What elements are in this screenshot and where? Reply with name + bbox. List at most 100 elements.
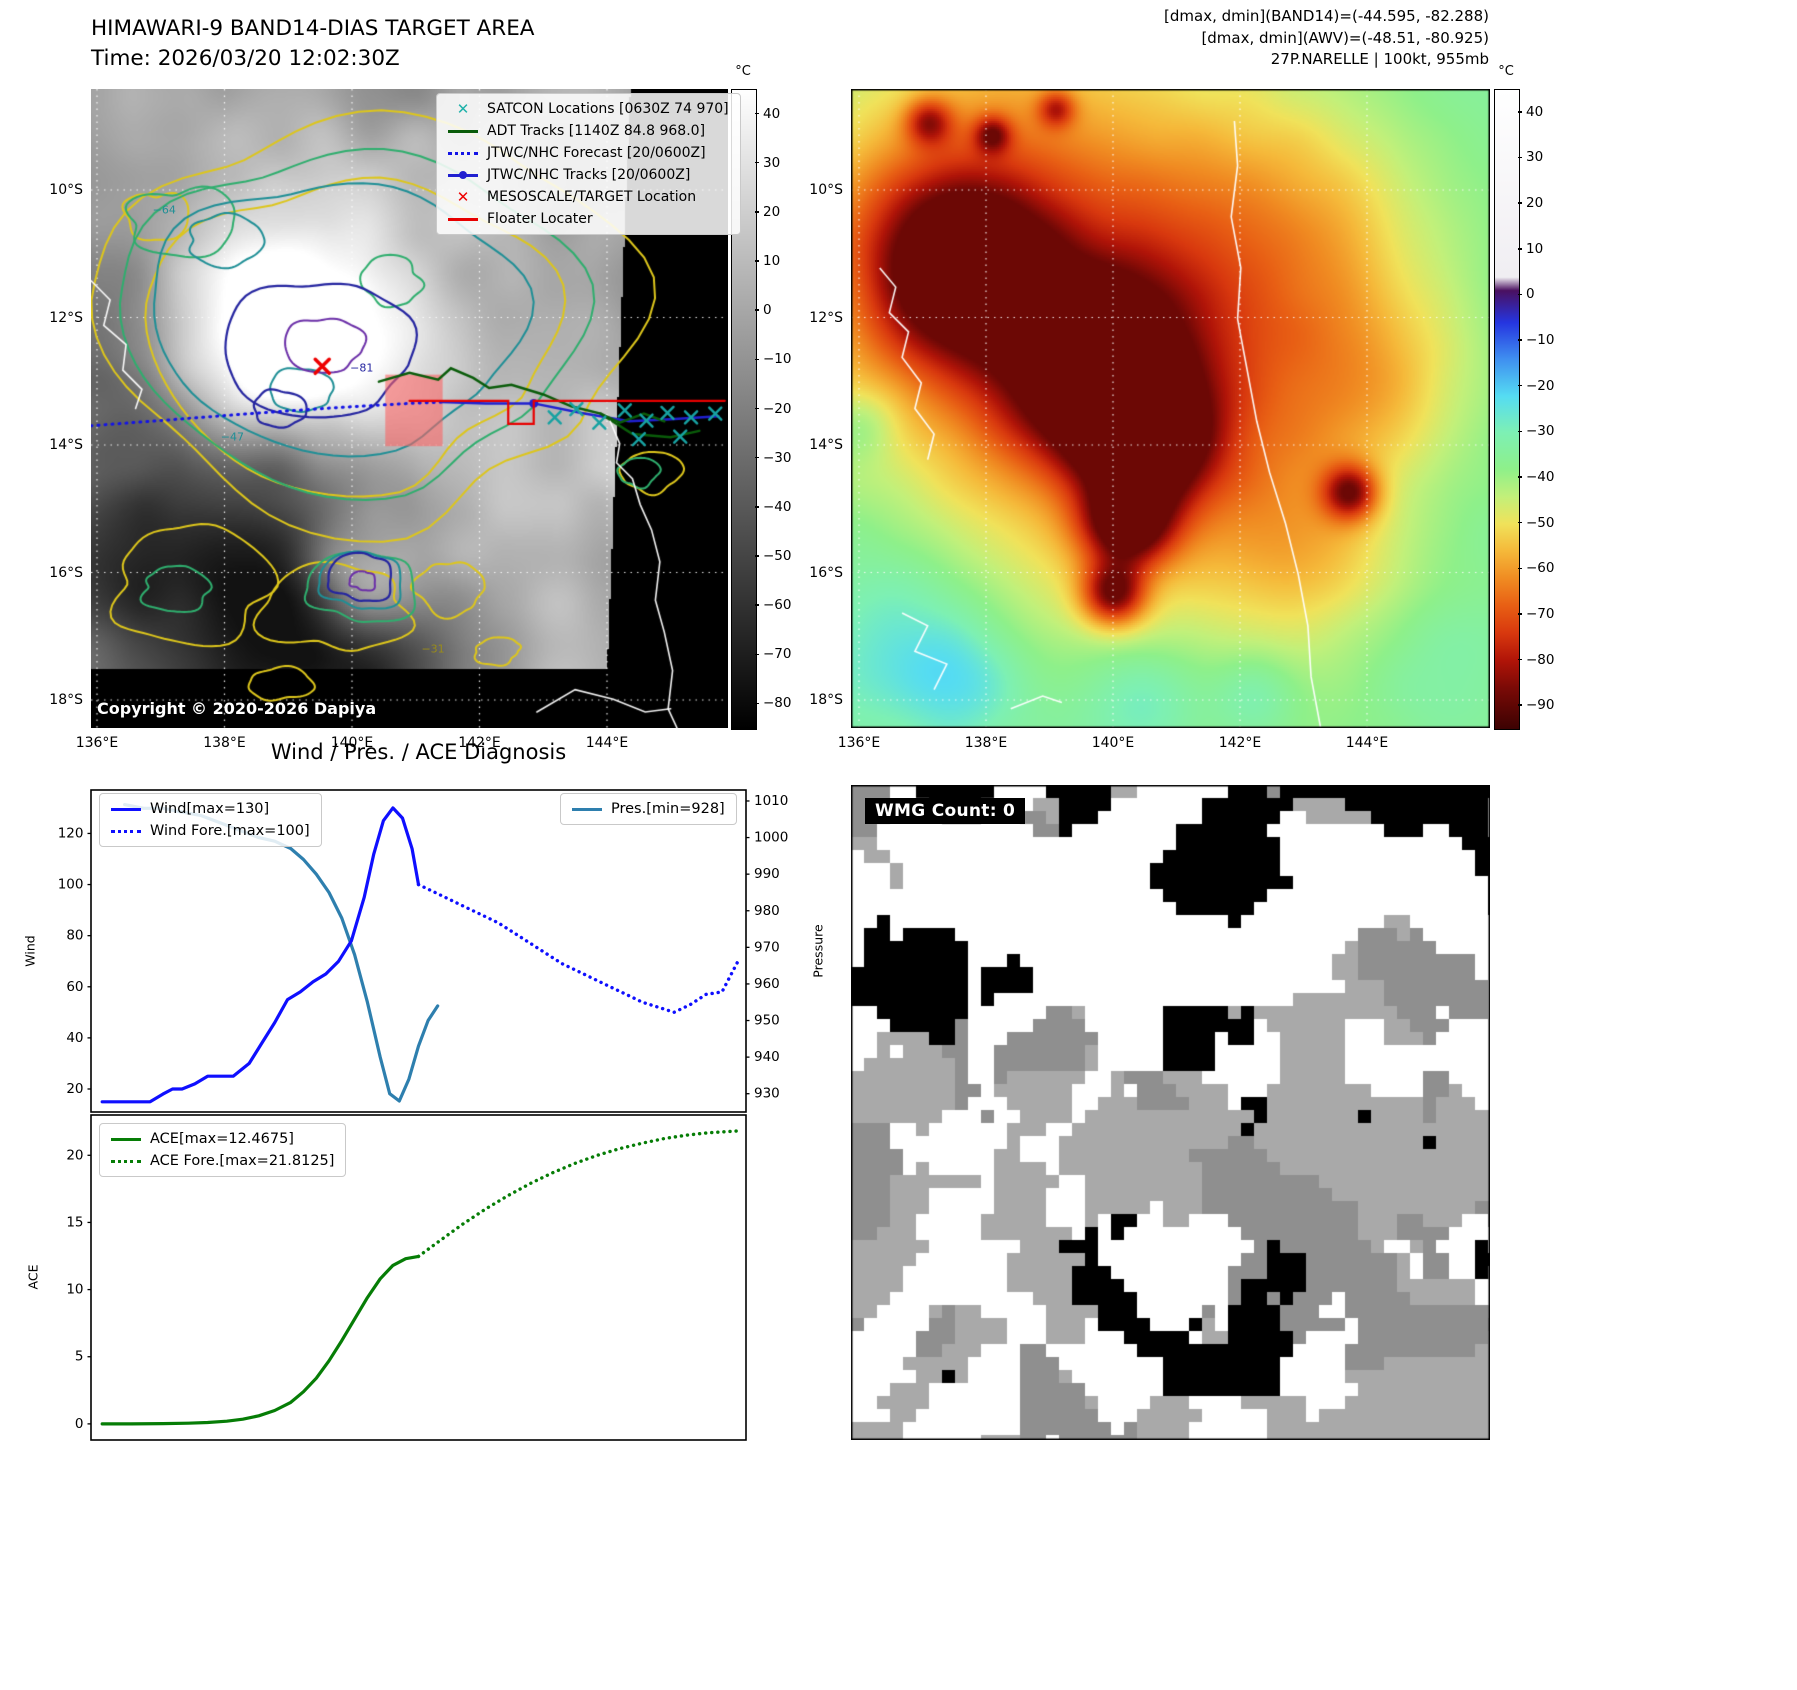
tick-label: 80 (66, 928, 83, 944)
dotted-line-marker-icon (111, 1154, 141, 1168)
tick-mark (755, 407, 759, 410)
tick-label: 30 (763, 154, 781, 171)
tick-mark (755, 211, 759, 213)
line-marker-icon (572, 802, 602, 816)
tick-label: 10 (66, 1282, 83, 1298)
copyright-text: Copyright © 2020-2026 Dapiya (97, 699, 377, 718)
line-marker-icon (448, 124, 478, 138)
legend-item-mesoscale-target: ✕ MESOSCALE/TARGET Location (448, 189, 729, 205)
tick-label: −40 (1526, 468, 1555, 485)
tick-mark (755, 653, 759, 656)
awv-y-axis: 10°S 12°S 14°S 16°S 18°S (760, 89, 847, 728)
tick-label: 142°E (458, 735, 501, 751)
tick-label: 10°S (809, 182, 843, 198)
line-marker-icon (111, 802, 141, 816)
legend-label: MESOSCALE/TARGET Location (487, 189, 697, 205)
awv-map-panel (851, 89, 1490, 728)
tick-label: −20 (1526, 377, 1555, 394)
wmg-panel: WMG Count: 0 (851, 785, 1490, 1440)
wmg-canvas (851, 785, 1490, 1440)
line-dot-marker-icon (448, 168, 478, 182)
x-marker-icon: ✕ (456, 188, 470, 206)
tick-label: 1010 (754, 793, 788, 809)
tick-label: −30 (1526, 423, 1555, 440)
tick-mark (1518, 476, 1522, 478)
tick-label: 14°S (49, 437, 83, 453)
tick-label: −80 (763, 695, 792, 712)
dotted-line-marker-icon (448, 146, 478, 160)
tick-label: 990 (754, 866, 780, 882)
series-line (100, 806, 421, 1104)
tick-mark (755, 161, 759, 164)
tick-label: 10°S (49, 182, 83, 198)
line-marker-icon (111, 1132, 141, 1146)
tick-label: −80 (1526, 651, 1555, 668)
tick-mark (755, 260, 759, 262)
legend-item-jtwc-tracks: JTWC/NHC Tracks [20/0600Z] (448, 167, 729, 183)
legend-item-adt-tracks: ADT Tracks [1140Z 84.8 968.0] (448, 123, 729, 139)
page-title: HIMAWARI-9 BAND14-DIAS TARGET AREA (91, 16, 535, 41)
tick-mark (1518, 111, 1522, 113)
wind-axis-label: Wind (22, 935, 38, 967)
tick-label: 950 (754, 1013, 780, 1029)
tick-mark (1518, 567, 1522, 569)
tick-label: 140°E (330, 735, 374, 751)
legend-label: ACE[max=12.4675] (150, 1131, 294, 1147)
legend-item-pressure: Pres.[min=928] (572, 801, 725, 817)
tick-mark (755, 358, 759, 361)
legend-label: Floater Locater (487, 211, 593, 227)
tick-label: −20 (763, 400, 792, 417)
tick-label: 20 (763, 203, 781, 220)
tick-label: −40 (763, 498, 792, 515)
annotation-band14-range: [dmax, dmin](BAND14)=(-44.595, -82.288) (1164, 7, 1489, 25)
series-forecast-line (416, 882, 740, 1015)
tick-label: 60 (66, 979, 83, 995)
tick-label: −60 (763, 597, 792, 614)
tick-label: 0 (763, 302, 772, 319)
tick-mark (755, 309, 759, 311)
tick-label: 40 (66, 1030, 83, 1046)
contour-label: −47 (220, 430, 245, 444)
dotted-line-marker-icon (111, 824, 141, 838)
series-forecast-line (416, 1129, 740, 1259)
legend-item-ace-forecast: ACE Fore.[max=21.8125] (111, 1153, 334, 1169)
tick-mark (1518, 384, 1522, 387)
tick-label: 970 (754, 939, 780, 955)
tick-label: 30 (1526, 149, 1544, 166)
annotation-awv-range: [dmax, dmin](AWV)=(-48.51, -80.925) (1201, 28, 1489, 47)
tick-mark (755, 112, 759, 115)
tick-label: 120 (58, 825, 84, 841)
diagnosis-charts: 20 40 60 80 100 120 930 940 950 960 970 980 990 1000 1… (0, 780, 850, 1460)
legend-label: Pres.[min=928] (611, 801, 725, 817)
tick-label: −50 (763, 547, 792, 564)
legend-item-wind-forecast: Wind Fore.[max=100] (111, 823, 310, 839)
legend-label: JTWC/NHC Forecast [20/0600Z] (487, 145, 706, 161)
tick-label: 18°S (49, 692, 83, 708)
awv-colorbar (1494, 89, 1520, 730)
ace-chart-legend: ACE[max=12.4675] ACE Fore.[max=21.8125] (99, 1123, 347, 1177)
tick-label: 142°E (1218, 735, 1262, 751)
tick-label: 136°E (837, 735, 881, 751)
tick-label: −10 (763, 351, 792, 368)
awv-colorbar-unit: °C (1498, 64, 1514, 79)
tick-label: 0 (75, 1416, 84, 1432)
x-marker-icon: ✕ (456, 100, 470, 118)
tick-label: 136°E (75, 735, 119, 751)
tick-label: −50 (1526, 514, 1555, 531)
tick-label: 144°E (585, 735, 629, 751)
timestamp: Time: 2026/03/20 12:02:30Z (91, 46, 400, 71)
tick-label: 10 (1526, 240, 1544, 257)
tick-label: 10 (763, 253, 781, 270)
diagnosis-svg: 2040608010012093094095096097098099010001… (58, 789, 788, 1441)
tick-label: −60 (1526, 560, 1555, 577)
tick-mark (755, 604, 759, 606)
tick-mark (1518, 521, 1522, 524)
tick-mark (1518, 704, 1522, 706)
legend-label: Wind[max=130] (150, 801, 270, 817)
line-marker-icon (448, 212, 478, 226)
tick-mark (1518, 613, 1522, 615)
band14-y-axis: 10°S 12°S 14°S 16°S 18°S (0, 89, 87, 728)
band14-header: HIMAWARI-9 BAND14-DIAS TARGET AREA Time:… (91, 14, 535, 74)
tick-label: 980 (754, 903, 780, 919)
contour-label: −64 (152, 203, 176, 217)
